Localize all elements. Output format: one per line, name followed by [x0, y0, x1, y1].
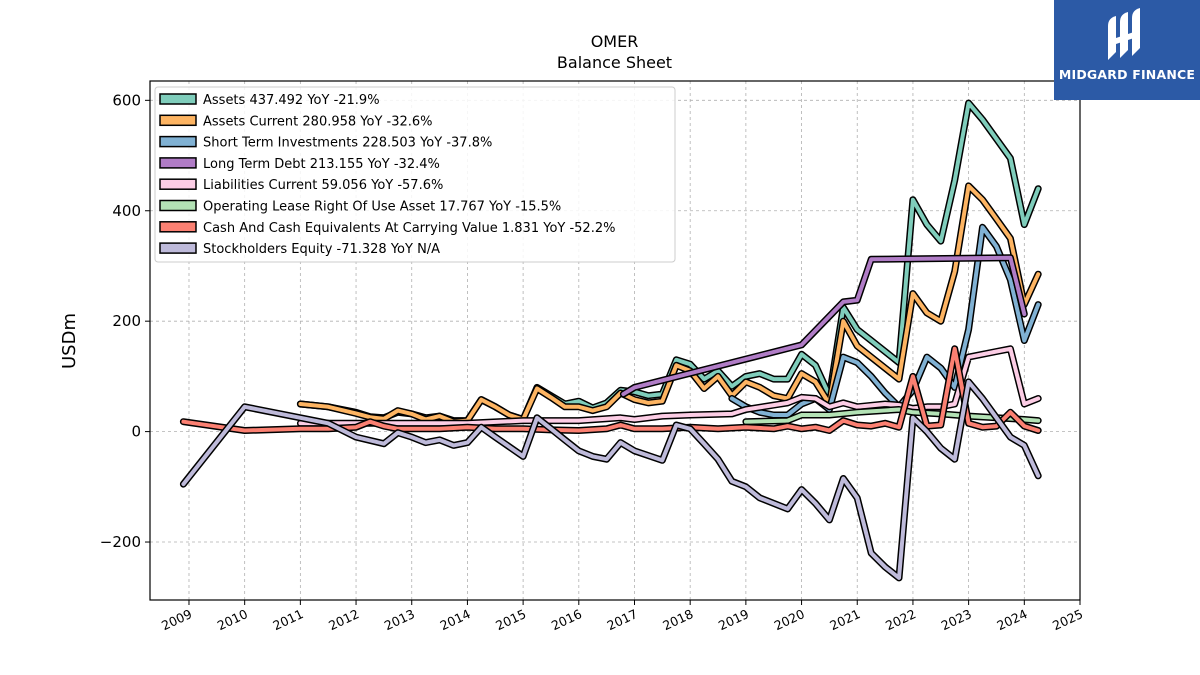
balance-sheet-chart: OMER Balance Sheet USDm −200 0 200 400 600 2…: [0, 0, 1200, 675]
x-tick-label: 2013: [382, 606, 417, 633]
x-tick-label: 2025: [1050, 606, 1085, 633]
legend-swatch: [160, 115, 196, 125]
x-tick-label: 2009: [159, 606, 194, 633]
legend-swatch: [160, 179, 196, 189]
y-tick-label: 600: [112, 91, 141, 109]
x-tick-label: 2023: [939, 606, 974, 633]
x-tick-label: 2021: [827, 606, 862, 633]
legend-swatch: [160, 158, 196, 168]
legend-swatch: [160, 243, 196, 253]
x-tick-label: 2018: [660, 606, 695, 633]
x-tick-label: 2016: [549, 606, 584, 633]
legend-swatch: [160, 222, 196, 232]
y-axis-ticks: −200 0 200 400 600: [100, 91, 150, 551]
legend-swatch: [160, 94, 196, 104]
x-tick-label: 2017: [605, 606, 640, 633]
midgard-finance-logo: MIDGARD FINANCE: [1054, 0, 1200, 100]
x-tick-label: 2019: [716, 606, 751, 633]
legend-entry: Assets 437.492 YoY -21.9%: [203, 93, 380, 108]
legend-entry: Assets Current 280.958 YoY -32.6%: [203, 114, 433, 129]
legend-entry: Long Term Debt 213.155 YoY -32.4%: [203, 157, 440, 172]
logo-mark-icon: [1102, 8, 1152, 66]
x-tick-label: 2022: [883, 606, 918, 633]
legend-swatch: [160, 137, 196, 147]
legend-swatch: [160, 201, 196, 211]
logo-text: MIDGARD FINANCE: [1054, 67, 1200, 82]
x-tick-label: 2012: [326, 606, 361, 633]
legend: Assets 437.492 YoY -21.9% Assets Current …: [155, 87, 675, 262]
x-tick-label: 2020: [772, 606, 807, 633]
legend-entry: Short Term Investments 228.503 YoY -37.8…: [203, 136, 492, 151]
y-tick-label: 0: [131, 423, 141, 441]
legend-entry: Liabilities Current 59.056 YoY -57.6%: [203, 178, 443, 193]
y-tick-label: −200: [100, 533, 141, 551]
y-axis-label: USDm: [59, 313, 80, 369]
legend-entry: Operating Lease Right Of Use Asset 17.76…: [203, 200, 561, 215]
chart-subtitle: Balance Sheet: [557, 53, 672, 72]
x-tick-label: 2024: [994, 606, 1029, 633]
x-axis-ticks: 2009 2010 2011 2012 2013 2014 2015 2016 2017 2018…: [159, 600, 1085, 633]
chart-title: OMER: [591, 32, 639, 51]
x-tick-label: 2011: [270, 606, 305, 633]
x-tick-label: 2015: [493, 606, 528, 633]
x-tick-label: 2010: [215, 606, 250, 633]
y-tick-label: 400: [112, 202, 141, 220]
x-tick-label: 2014: [438, 606, 473, 633]
legend-entry: Cash And Cash Equivalents At Carrying Va…: [203, 221, 615, 236]
y-tick-label: 200: [112, 312, 141, 330]
legend-entry: Stockholders Equity -71.328 YoY N/A: [203, 242, 440, 257]
